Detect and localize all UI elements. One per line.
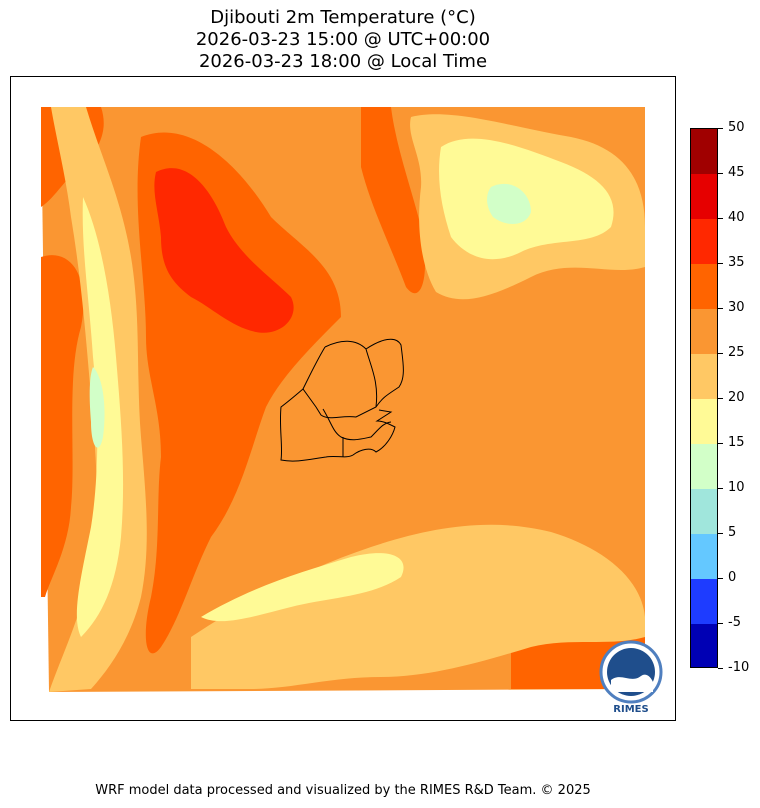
colorbar-tick	[718, 218, 723, 219]
country-border	[279, 338, 404, 462]
contour-central-very-hot	[154, 168, 294, 333]
colorbar-tick	[718, 668, 723, 669]
chart-title-line-1: Djibouti 2m Temperature (°C)	[210, 7, 476, 28]
colorbar-tick	[718, 488, 723, 489]
colorbar-segment	[691, 444, 717, 489]
rimes-logo: RIMES	[599, 640, 663, 715]
contour-northeast-coolest	[487, 183, 531, 224]
contour-west-hot	[41, 255, 84, 597]
colorbar-tick-label: 5	[728, 525, 737, 540]
colorbar-segment	[691, 174, 717, 219]
colorbar-segment	[691, 579, 717, 624]
colorbar-tick-label: -5	[728, 615, 741, 630]
colorbar-segment	[691, 264, 717, 309]
colorbar-tick-label: 45	[728, 165, 745, 180]
colorbar-segment	[691, 489, 717, 534]
colorbar-segment	[691, 534, 717, 579]
colorbar-tick-label: 30	[728, 300, 745, 315]
colorbar-segment	[691, 399, 717, 444]
colorbar-tick-label: 20	[728, 390, 745, 405]
contour-west-coolest-patch	[89, 367, 105, 448]
colorbar-segment	[691, 309, 717, 354]
colorbar-segment	[691, 354, 717, 399]
colorbar-tick-label: 15	[728, 435, 745, 450]
colorbar-tick	[718, 533, 723, 534]
contour-south-cool	[201, 553, 404, 622]
colorbar-tick-label: -10	[728, 660, 750, 675]
rimes-logo-text: RIMES	[613, 704, 648, 715]
colorbar-tick-label: 35	[728, 255, 745, 270]
colorbar-segment	[691, 624, 717, 667]
colorbar-tick	[718, 578, 723, 579]
map-frame: RIMES	[10, 76, 676, 721]
chart-title-line-3: 2026-03-23 18:00 @ Local Time	[198, 51, 488, 72]
colorbar	[690, 128, 718, 668]
colorbar-tick	[718, 308, 723, 309]
colorbar-tick-label: 25	[728, 345, 745, 360]
colorbar-tick	[718, 398, 723, 399]
colorbar-segment	[691, 129, 717, 174]
colorbar-tick-label: 0	[728, 570, 737, 585]
colorbar-tick	[718, 173, 723, 174]
colorbar-tick	[718, 353, 723, 354]
contour-south-warm	[191, 524, 645, 689]
colorbar-tick	[718, 263, 723, 264]
colorbar-tick-label: 40	[728, 210, 745, 225]
colorbar-tick	[718, 623, 723, 624]
footer-credit: WRF model data processed and visualized …	[95, 783, 591, 798]
temperature-map: RIMES	[41, 107, 663, 715]
contour-north-stripe	[361, 107, 426, 294]
colorbar-tick	[718, 443, 723, 444]
colorbar-segment	[691, 219, 717, 264]
colorbar-tick-label: 50	[728, 120, 745, 135]
colorbar-tick-label: 10	[728, 480, 745, 495]
chart-title-line-2: 2026-03-23 15:00 @ UTC+00:00	[195, 29, 491, 50]
colorbar-tick	[718, 128, 723, 129]
